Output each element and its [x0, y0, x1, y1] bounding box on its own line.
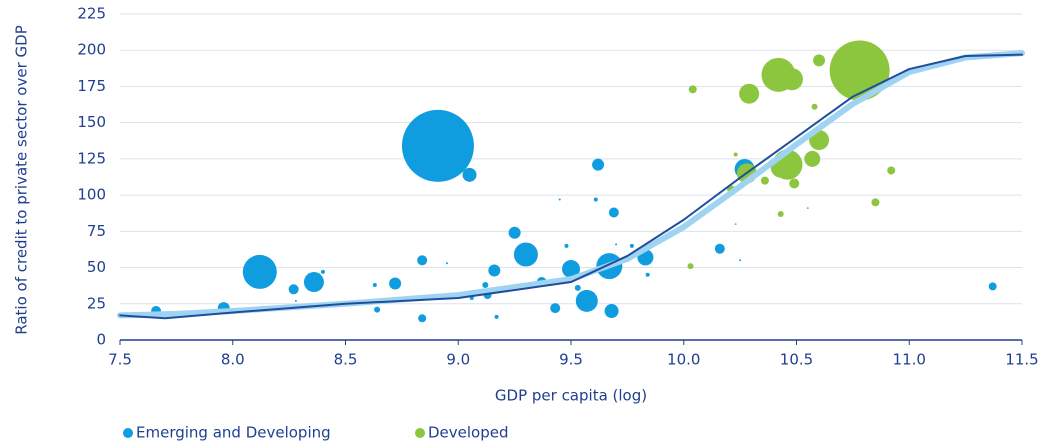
bubble	[564, 243, 569, 248]
bubble	[401, 109, 474, 182]
bubble	[462, 167, 477, 182]
bubble	[687, 263, 694, 270]
bubble	[887, 166, 896, 175]
bubble	[789, 178, 800, 189]
bubble	[303, 272, 324, 293]
bubble	[608, 207, 619, 218]
bubble	[513, 242, 538, 267]
bubble	[604, 304, 619, 319]
bubble	[389, 277, 402, 290]
bubble	[780, 68, 803, 91]
legend-marker	[123, 428, 133, 438]
bubble	[806, 207, 809, 210]
bubble	[760, 176, 769, 185]
y-tick-label: 150	[77, 113, 106, 131]
bubble	[777, 210, 784, 217]
bubble	[294, 299, 297, 302]
x-tick-label: 9.0	[446, 351, 470, 369]
x-tick-label: 10.0	[667, 351, 700, 369]
x-tick-label: 7.5	[108, 351, 132, 369]
bubble	[629, 243, 634, 248]
x-tick-label: 8.5	[334, 351, 358, 369]
bubble	[508, 226, 521, 239]
bubble	[494, 314, 499, 319]
y-tick-label: 75	[87, 222, 106, 240]
bubble	[417, 255, 428, 266]
bubble	[615, 243, 618, 246]
bubble	[288, 284, 299, 295]
legend-marker	[415, 428, 425, 438]
bubble	[575, 289, 598, 312]
y-tick-label: 125	[77, 149, 106, 167]
bubble	[871, 198, 880, 207]
bubble	[445, 262, 448, 265]
y-tick-label: 225	[77, 5, 106, 23]
bubble	[813, 54, 826, 67]
y-tick-label: 25	[87, 294, 106, 312]
bubble	[739, 259, 742, 262]
x-tick-label: 11.0	[893, 351, 926, 369]
bubble	[593, 197, 598, 202]
bubble	[645, 272, 650, 277]
bubble	[372, 282, 377, 287]
y-tick-label: 175	[77, 77, 106, 95]
legend-label: Developed	[428, 424, 509, 442]
bubble	[242, 254, 277, 289]
bubble	[592, 158, 605, 171]
bubble	[804, 150, 821, 167]
bubble	[734, 223, 737, 226]
x-tick-label: 11.5	[1005, 351, 1038, 369]
y-tick-label: 0	[96, 331, 106, 349]
x-axis-label: GDP per capita (log)	[495, 387, 647, 405]
bubble	[550, 303, 561, 314]
x-tick-label: 8.0	[221, 351, 245, 369]
bubble	[714, 243, 725, 254]
bubble	[811, 103, 818, 110]
bubble	[739, 83, 760, 104]
bubble	[733, 152, 738, 157]
bubble	[482, 281, 489, 288]
fit-line	[119, 53, 1023, 320]
bubble	[418, 314, 427, 323]
x-tick-label: 9.5	[559, 351, 583, 369]
y-axis-label: Ratio of credit to private sector over G…	[12, 25, 31, 335]
y-tick-label: 50	[87, 258, 106, 276]
y-tick-label: 200	[77, 41, 106, 59]
bubble	[488, 264, 501, 277]
bubble	[574, 284, 581, 291]
legend-label: Emerging and Developing	[136, 424, 331, 442]
bubble	[558, 198, 561, 201]
bubble	[688, 85, 697, 94]
fit-line	[117, 50, 1025, 319]
bubble	[988, 282, 997, 291]
bubble	[374, 306, 381, 313]
x-tick-label: 10.5	[780, 351, 813, 369]
bubble	[562, 260, 580, 279]
y-tick-label: 100	[77, 186, 106, 204]
bubble	[320, 269, 325, 274]
